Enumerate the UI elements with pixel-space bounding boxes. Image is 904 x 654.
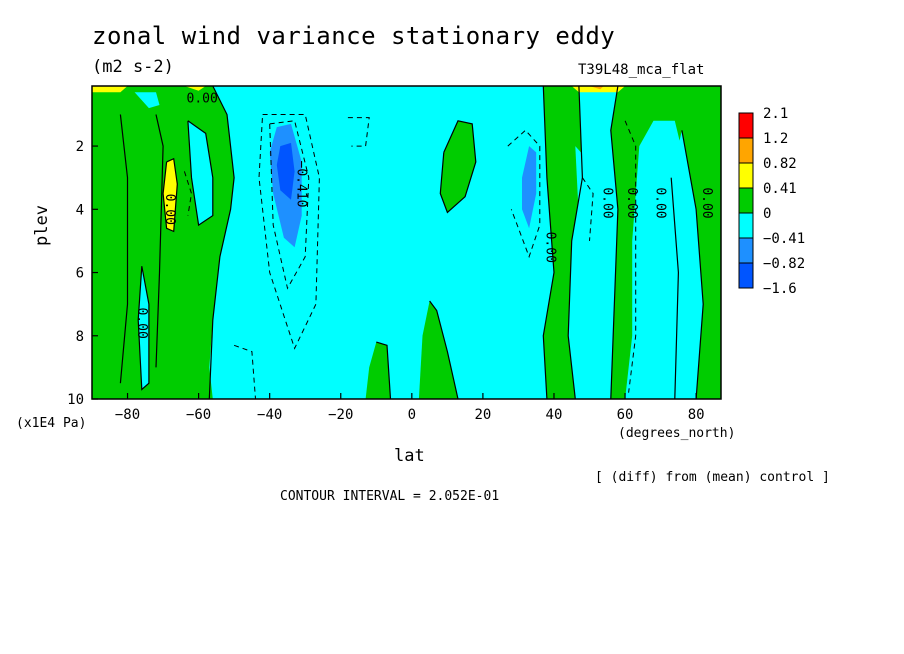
region-yellow-top-left bbox=[92, 86, 128, 93]
contour-line-dashed bbox=[624, 120, 637, 393]
region-green-bottom-left bbox=[365, 342, 391, 399]
legend-swatch bbox=[738, 187, 754, 214]
contour-line-dashed bbox=[233, 344, 257, 399]
contour-label: 0.00 bbox=[542, 232, 557, 263]
x-tick-label: −80 bbox=[115, 407, 140, 423]
y-tick-label: 4 bbox=[76, 202, 84, 218]
contour-line bbox=[439, 120, 477, 214]
x-tick-label: 40 bbox=[546, 407, 563, 423]
y-tick-label: 2 bbox=[76, 139, 84, 155]
region-cyan-left-inner bbox=[187, 120, 213, 226]
contour-line-dashed bbox=[183, 171, 193, 216]
region-blue-dark-left bbox=[276, 142, 295, 200]
chart-title: zonal wind variance stationary eddy bbox=[92, 22, 616, 50]
axes: −80 −60 −40 −20 0 20 40 60 80 2 4 6 8 10 bbox=[67, 85, 722, 423]
legend-label: −0.41 bbox=[763, 231, 805, 247]
legend-label: 0.82 bbox=[763, 156, 797, 172]
region-yellow bbox=[163, 158, 178, 232]
contour-line bbox=[429, 300, 459, 399]
contour-label-text: 0.00 bbox=[162, 194, 177, 225]
contour-label-text: 0.00 bbox=[624, 187, 639, 218]
color-legend: 2.1 1.2 0.82 0.41 0 −0.41 −0.82 −1.6 bbox=[738, 106, 805, 297]
legend-label: 0 bbox=[763, 206, 771, 222]
contour-label: −0.410 bbox=[294, 161, 309, 208]
contour-line-dashed bbox=[581, 177, 594, 241]
region-cyan-left-top bbox=[134, 92, 160, 109]
contour-line-dashed bbox=[507, 129, 541, 259]
legend-label: −1.6 bbox=[763, 281, 797, 297]
contour-label: 0.00 bbox=[134, 307, 149, 338]
contour-label: 0.00 bbox=[187, 92, 218, 107]
contour-line bbox=[208, 86, 235, 399]
region-blue-right bbox=[522, 146, 537, 229]
legend-swatch bbox=[738, 137, 754, 164]
contour-label-text: 0.00 bbox=[653, 187, 668, 218]
region-cyan-right-inner bbox=[671, 130, 704, 399]
contour-line bbox=[376, 341, 392, 399]
legend-swatch bbox=[738, 212, 754, 239]
contour-line bbox=[610, 86, 619, 399]
contour-label-text: 0.00 bbox=[699, 187, 714, 218]
y-tick-label: 8 bbox=[76, 329, 84, 345]
x-tick-label: −20 bbox=[328, 407, 353, 423]
legend-swatch bbox=[738, 262, 754, 289]
contour-label-text: 0.00 bbox=[542, 232, 557, 263]
contour-line-dashed bbox=[258, 114, 320, 350]
legend-label: −0.82 bbox=[763, 256, 805, 272]
legend-label: 2.1 bbox=[763, 106, 788, 122]
contour-line bbox=[187, 120, 214, 227]
legend-swatch bbox=[738, 237, 754, 264]
x-tick-label: −40 bbox=[257, 407, 282, 423]
contour-label-text: 0.00 bbox=[134, 307, 149, 338]
y-tick-label: 10 bbox=[67, 392, 84, 408]
legend-swatch bbox=[738, 162, 754, 189]
region-yellow-top-right bbox=[571, 86, 626, 93]
contour-line-dashed bbox=[347, 117, 370, 147]
legend-label: 0.41 bbox=[763, 181, 797, 197]
x-tick-label: 0 bbox=[408, 407, 416, 423]
contour-line bbox=[137, 266, 150, 391]
y-axis-units: (x1E4 Pa) bbox=[16, 416, 87, 431]
diff-note: [ (diff) from (mean) control ] bbox=[595, 470, 830, 485]
x-tick-label: 80 bbox=[688, 407, 705, 423]
region-cyan-left-bottom bbox=[138, 266, 149, 390]
plot-area: 0.00 0.00 0.00 −0.410 0.00 0.00 0.00 0.00 0.00 bbox=[92, 86, 721, 399]
contour-label: 0.00 bbox=[653, 187, 668, 218]
contour-line bbox=[155, 114, 164, 368]
region-green-bottom-center bbox=[418, 301, 458, 399]
contour-label: 0.00 bbox=[162, 194, 177, 225]
region-orange-top-right bbox=[589, 86, 604, 90]
region-green-right-mid bbox=[543, 86, 583, 399]
contour-label-text: 0.00 bbox=[187, 92, 218, 107]
contour-label-text: −0.410 bbox=[294, 161, 309, 208]
y-tick-label: 6 bbox=[76, 266, 84, 282]
x-axis-units: (degrees_north) bbox=[618, 426, 736, 441]
contour-label: 0.00 bbox=[624, 187, 639, 218]
contour-line bbox=[670, 177, 680, 399]
contour-label: 0.00 bbox=[599, 187, 614, 218]
contour-line bbox=[162, 157, 178, 233]
chart-units: (m2 s-2) bbox=[92, 57, 174, 77]
contour-line bbox=[119, 114, 129, 384]
region-green-right bbox=[610, 86, 721, 399]
x-tick-label: 20 bbox=[474, 407, 491, 423]
contour-line bbox=[567, 86, 584, 399]
legend-label: 1.2 bbox=[763, 131, 788, 147]
contour-interval: CONTOUR INTERVAL = 2.052E-01 bbox=[280, 489, 500, 504]
region-yellow-top-mid bbox=[184, 86, 206, 91]
contour-line bbox=[542, 86, 555, 399]
contour-label-text: 0.00 bbox=[599, 187, 614, 218]
plot-frame bbox=[91, 85, 722, 400]
x-tick-label: −60 bbox=[186, 407, 211, 423]
x-axis-label: lat bbox=[394, 446, 425, 466]
contour-line bbox=[681, 130, 704, 399]
contour-label: 0.00 bbox=[699, 187, 714, 218]
run-label: T39L48_mca_flat bbox=[578, 62, 705, 78]
contour-line-dashed bbox=[269, 120, 310, 290]
x-tick-label: 60 bbox=[617, 407, 634, 423]
legend-swatch bbox=[738, 112, 754, 139]
